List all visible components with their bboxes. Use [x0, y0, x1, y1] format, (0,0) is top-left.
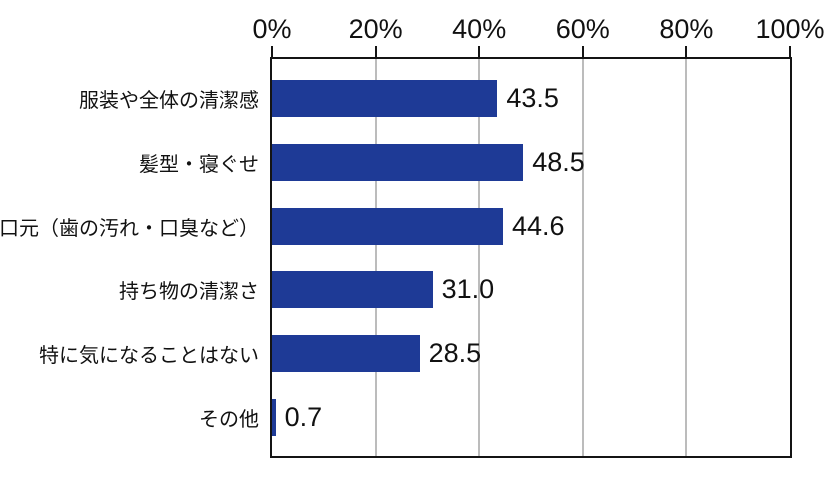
axis-tick-40 [478, 46, 481, 59]
value-label: 28.5 [428, 338, 482, 369]
category-label: 特に気になることはない [39, 345, 259, 368]
bar-row: 特に気になることはない 28.5 [39, 335, 790, 373]
bar-rows: 服装や全体の清潔感 43.5 髪型・寝ぐせ 48.5 口元（歯の汚れ・口臭など）… [0, 59, 790, 456]
category-label: 持ち物の清潔さ [119, 281, 259, 304]
axis-tick-80 [685, 46, 688, 59]
gridline-20pct [375, 59, 377, 456]
category-label: 服装や全体の清潔感 [79, 90, 259, 112]
value-label: 0.7 [284, 401, 323, 432]
value-label: 48.5 [532, 146, 585, 177]
category-label: 髪型・寝ぐせ [139, 153, 259, 176]
value-label: 43.5 [506, 83, 559, 113]
bar [272, 207, 504, 245]
axis-tick-label-60: 60% [555, 14, 610, 44]
bar [272, 80, 498, 117]
bar [272, 335, 420, 373]
plot-area: 0% 20% 40% 60% 80% 100% 服装や全体の清潔感 43.5 髪… [0, 16, 825, 458]
axis-tick-0 [271, 46, 273, 59]
bar-row: 髪型・寝ぐせ 48.5 [139, 143, 790, 181]
bar-row: その他 0.7 [199, 398, 790, 436]
axis-tick-20 [374, 46, 377, 59]
axis-tick-label-80: 80% [659, 14, 714, 44]
bar [272, 271, 433, 309]
bar-row: 服装や全体の清潔感 43.5 [79, 80, 790, 117]
bar [272, 398, 276, 436]
gridline-60pct [582, 59, 584, 456]
bar-row: 口元（歯の汚れ・口臭など） 44.6 [0, 207, 790, 245]
gridline-40pct [478, 59, 480, 456]
axis-tick-label-20: 20% [348, 14, 403, 44]
value-label: 44.6 [512, 210, 565, 241]
axis-tick-label-100: 100% [755, 14, 825, 44]
category-label: 口元（歯の汚れ・口臭など） [0, 217, 259, 240]
bar-row: 持ち物の清潔さ 31.0 [119, 271, 790, 309]
axis-tick-100 [789, 46, 791, 59]
value-label: 31.0 [441, 274, 495, 305]
axis-tick-60 [581, 46, 584, 59]
bar [272, 143, 524, 181]
axis-tick-label-0: 0% [252, 14, 292, 44]
gridline-80pct [685, 59, 687, 456]
category-label: その他 [199, 408, 259, 431]
axis-tick-label-40: 40% [452, 14, 507, 44]
